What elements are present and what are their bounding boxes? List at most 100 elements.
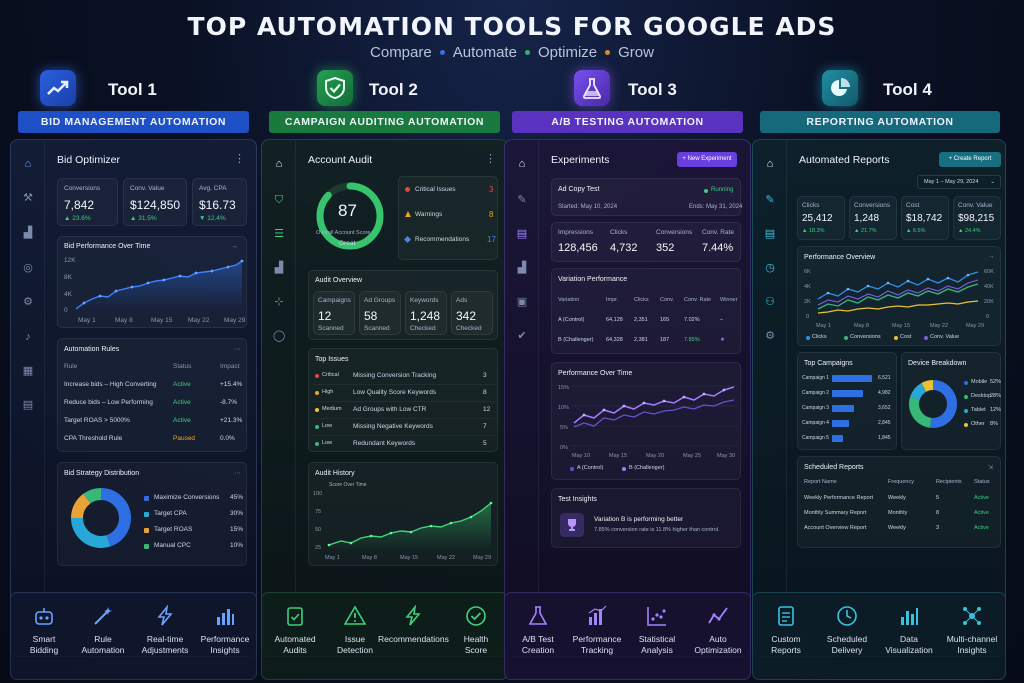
clock-icon[interactable]: ◷ [765,262,775,274]
target-icon[interactable]: ◎ [23,262,33,274]
rule-name[interactable]: Reduce bids – Low Performing [64,399,153,406]
x-tick: May 29 [224,317,246,324]
home-icon[interactable]: ⌂ [24,158,32,170]
document-icon[interactable]: ▤ [764,228,776,240]
date-range-select[interactable]: May 1 – May 29, 2024 ⌄ [917,175,1001,189]
pen-icon[interactable]: ✎ [517,194,527,206]
legend-swatch-b [622,467,626,471]
users-icon[interactable]: ⚇ [765,296,775,308]
issue-label[interactable]: Recommendations [415,236,470,243]
trend-chart-icon [40,70,76,106]
tool1-features: Smart Bidding Rule Automation Real-time Adj… [10,592,257,680]
legend-label: Target CPA [154,510,187,517]
new-experiment-button[interactable]: + New Experiment [677,152,737,167]
kpi-change: ▼ 12.4% [199,215,226,222]
more-menu-icon[interactable]: ⋮ [485,153,496,165]
issue-label[interactable]: Warnings [415,211,443,218]
tool4-header: Tool 4 [752,70,1012,108]
report-name[interactable]: Weekly Performance Report [804,495,873,501]
gear-icon[interactable]: ⚙ [765,330,775,342]
feature-label: Rule Automation [81,634,125,655]
variation-cell: 64,328 [606,337,623,343]
report-name[interactable]: Monthly Summary Report [804,510,867,516]
expand-icon[interactable]: ⇲ [988,465,994,471]
issue-count: 17 [487,235,496,244]
stat-value: 1,248 [410,309,441,323]
rule-name[interactable]: CPA Threshold Rule [64,435,123,442]
expand-icon[interactable]: ↔ [231,243,239,250]
home-icon[interactable]: ⌂ [766,158,774,170]
expand-icon[interactable]: → [988,253,995,260]
stat-value: 342 [456,309,477,323]
flow-icon[interactable]: ⊹ [274,296,284,308]
issue-text[interactable]: Missing Negative Keywords [353,423,433,430]
report-name[interactable]: Account Overview Report [804,525,867,531]
kpi-label: Conversions [854,202,891,209]
feature-ab-test-creation: A/B Test Creation [508,603,568,656]
issue-text[interactable]: Low Quality Score Keywords [353,389,437,396]
severity-label: Medium [322,406,342,412]
legend-label: B (Challenger) [629,465,665,471]
tool2-sidebar: ⌂ ⛉ ☰ ▟ ⊹ ◯ [262,140,296,656]
report-cell: Weekly [888,525,906,531]
more-icon[interactable]: ⋯ [234,470,241,477]
feature-label: Performance Insights [200,634,250,655]
rule-name[interactable]: Increase bids – High Converting [64,381,157,388]
history-title: Audit History [315,470,355,477]
severity-dot [315,442,319,446]
metric-label: Conv. Rate [702,229,735,236]
campaign-value: 3,652 [878,405,891,411]
campaign-name[interactable]: Campaign 3 [802,405,829,411]
gavel-icon[interactable]: ⚒ [23,192,33,204]
circle-icon[interactable]: ◯ [273,330,286,342]
feature-multichannel-insights: Multi-channel Insights [939,603,1005,656]
variation-name[interactable]: B (Challenger) [558,337,594,343]
issue-text[interactable]: Missing Conversion Tracking [353,372,437,379]
analytics-icon[interactable]: ▟ [517,262,527,274]
campaign-name[interactable]: Campaign 4 [802,420,829,426]
home-icon[interactable]: ⌂ [518,158,526,170]
report-icon[interactable]: ▤ [22,399,34,411]
insights-title: Test Insights [558,496,597,503]
campaign-name[interactable]: Campaign 2 [802,390,829,396]
variation-name[interactable]: A (Control) [558,317,585,323]
grid-icon[interactable]: ▦ [22,365,34,377]
issue-label[interactable]: Critical Issues [415,186,456,193]
analytics-icon[interactable]: ▟ [274,262,284,274]
gear-icon[interactable]: ⚙ [23,296,33,308]
legend-percent: 28% [990,393,1002,399]
legend-swatch [144,544,149,549]
kpi-card-conversions: Conversions 7,842 ▲ 23.6% [57,178,118,226]
tool3-sidebar: ⌂ ✎ ▤ ▟ ▣ ✔ [505,140,539,656]
home-icon[interactable]: ⌂ [275,158,283,170]
legend-swatch [964,395,968,399]
legend-label: Cost [900,334,912,340]
metric-value: 7.44% [702,242,734,254]
create-report-button[interactable]: + Create Report [939,152,1001,167]
rule-name[interactable]: Target ROAS > 5000% [64,417,130,424]
clipboard-icon[interactable]: ▣ [516,296,528,308]
experiment-summary[interactable]: Ad Copy Test Running Started: May 10, 20… [551,178,742,216]
legend-label: A (Control) [577,465,604,471]
campaign-value: 1,845 [878,435,891,441]
issue-text[interactable]: Ad Groups with Low CTR [353,406,427,413]
issue-count: 3 [489,185,494,194]
scatter-chart-icon [627,603,687,629]
donut-slice-target-roas [71,493,91,519]
document-icon[interactable]: ▤ [516,228,528,240]
campaign-name[interactable]: Campaign 5 [802,435,829,441]
scheduled-reports-table: Scheduled Reports ⇲ Report Name Frequency… [797,456,1001,548]
more-menu-icon[interactable]: ⋮ [234,153,245,165]
feature-label: Scheduled Delivery [826,634,868,655]
edit-icon[interactable]: ✎ [765,194,775,206]
bell-icon[interactable]: ♪ [25,331,31,343]
check-icon[interactable]: ✔ [517,330,527,342]
analytics-icon[interactable]: ▟ [23,227,33,239]
more-icon[interactable]: ⋯ [234,346,241,353]
rule-impact: +15.4% [220,381,243,388]
rule-status: Active [173,399,191,406]
list-icon[interactable]: ☰ [274,228,284,240]
campaign-name[interactable]: Campaign 1 [802,375,829,381]
issue-text[interactable]: Redundant Keywords [353,440,416,447]
shield-icon[interactable]: ⛉ [274,194,284,206]
